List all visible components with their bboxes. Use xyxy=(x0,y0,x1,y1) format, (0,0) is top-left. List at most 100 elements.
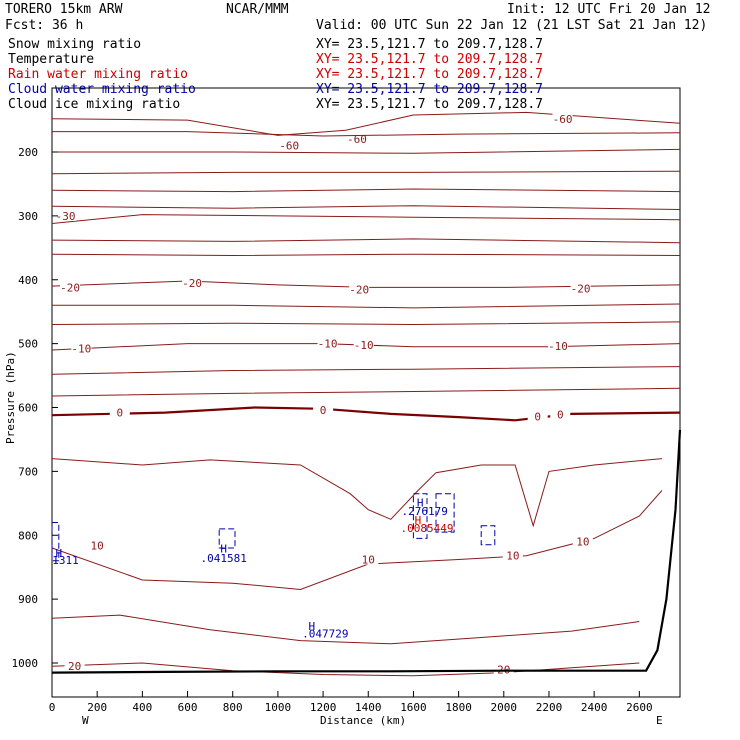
center-title: NCAR/MMM xyxy=(226,2,289,17)
isotherm-label-bg xyxy=(279,139,300,151)
isotherm-label: 10 xyxy=(91,539,104,552)
y-tick-label: 900 xyxy=(18,593,38,606)
isotherm-label-bg xyxy=(570,282,591,294)
isotherm-label: -60 xyxy=(347,133,367,146)
x-tick-label: 1600 xyxy=(400,701,427,714)
isotherm-line xyxy=(51,458,662,528)
legend-label: Cloud ice mixing ratio xyxy=(8,97,180,112)
isotherm-label: -60 xyxy=(279,140,299,153)
cloud-water-contour xyxy=(480,525,496,546)
isotherm-line xyxy=(52,303,681,309)
field-legend: Snow mixing ratio XY= 23.5,121.7 to 209.7… xyxy=(8,37,543,112)
y-axis-ticks: 200 300 400 500 600 700 800 900 1000 xyxy=(12,146,58,670)
y-tick-label: 700 xyxy=(18,465,38,478)
isotherm-label-bg xyxy=(353,338,374,350)
isotherm-label: -10 xyxy=(548,340,568,353)
isotherm-label: -20 xyxy=(349,283,369,296)
legend-xy: XY= 23.5,121.7 to 209.7,128.7 xyxy=(316,82,543,97)
x-tick-label: 800 xyxy=(223,701,243,714)
isotherm-line xyxy=(51,321,681,326)
cloud-water-contour xyxy=(218,528,236,549)
x-tick-label: 0 xyxy=(49,701,56,714)
plot-frame xyxy=(51,87,681,698)
annotation-text: H xyxy=(417,497,424,510)
terrain-profile xyxy=(51,429,682,674)
isotherm-label: 10 xyxy=(362,554,375,567)
west-label: W xyxy=(82,714,89,727)
x-tick-label: 1400 xyxy=(355,701,382,714)
isotherm-line xyxy=(51,662,640,677)
x-tick-label: 2400 xyxy=(581,701,608,714)
legend-xy: XY= 23.5,121.7 to 209.7,128.7 xyxy=(316,37,543,52)
x-tick-label: 600 xyxy=(178,701,198,714)
isotherm-label-bg xyxy=(548,340,569,352)
isotherm-label: -10 xyxy=(318,338,338,351)
x-tick-label: 1800 xyxy=(445,701,472,714)
isotherm-line xyxy=(51,614,640,645)
isotherm-label-bg xyxy=(317,337,338,349)
isotherm-label: -20 xyxy=(571,283,591,296)
isotherm-label: -30 xyxy=(56,210,76,223)
model-title: TORERO 15km ARW xyxy=(5,2,123,17)
isotherm-line xyxy=(51,490,663,591)
isotherm-line xyxy=(51,111,681,136)
isotherm-label-bg xyxy=(527,410,548,422)
y-tick-label: 500 xyxy=(18,338,38,351)
y-tick-label: 1000 xyxy=(12,657,39,670)
isotherm-label: -10 xyxy=(354,339,374,352)
legend-label: Temperature xyxy=(8,52,94,67)
y-axis-label: Pressure (hPa) xyxy=(4,351,17,444)
y-tick-label: 800 xyxy=(18,529,38,542)
isotherm-label-bg xyxy=(346,133,367,145)
terrain-line xyxy=(51,429,682,674)
annotation-text: .276179 xyxy=(402,505,448,518)
isotherm-label-bg xyxy=(493,663,514,675)
isotherm-label: 10 xyxy=(576,536,589,549)
annotation-text: 1311 xyxy=(52,554,79,567)
isotherm-line xyxy=(51,387,681,397)
annotation-text: H xyxy=(55,547,62,560)
isotherm-label: 0 xyxy=(116,407,123,420)
y-tick-label: 400 xyxy=(18,274,38,287)
isotherm-label: -60 xyxy=(553,113,573,126)
isotherm-line xyxy=(51,205,681,210)
isotherm-label-bg xyxy=(502,549,523,561)
isotherm-label-bg xyxy=(55,209,76,221)
isotherm-label-bg xyxy=(87,539,108,551)
isotherm-label-bg xyxy=(71,342,92,354)
isotherm-label-bg xyxy=(60,281,81,293)
isotherm-label-bg xyxy=(550,408,571,420)
isotherm-label-bg xyxy=(182,276,203,288)
isotherm-line xyxy=(51,406,681,422)
isotherm-line xyxy=(51,214,681,224)
annotation-text: H xyxy=(308,620,315,633)
forecast-hour: Fcst: 36 h xyxy=(5,18,83,33)
isotherm-label-bg xyxy=(572,535,593,547)
isotherm-label: -10 xyxy=(71,343,91,356)
isotherm-label: 0 xyxy=(534,410,541,423)
isotherm-label: 20 xyxy=(68,660,81,673)
x-tick-label: 1200 xyxy=(310,701,337,714)
legend-xy: XY= 23.5,121.7 to 209.7,128.7 xyxy=(316,97,543,112)
isotherm-label: 0 xyxy=(557,409,564,422)
y-tick-label: 300 xyxy=(18,210,38,223)
isotherm-label-bg xyxy=(109,406,130,418)
temperature-isotherms: -60 -60 -60 -30 -20 -20 -20 -20 -10 -10 -10 -10 0 0 0 0… xyxy=(51,111,681,677)
isotherm-line xyxy=(51,188,681,193)
legend-label: Snow mixing ratio xyxy=(8,37,141,52)
isotherm-label: -20 xyxy=(60,281,80,294)
isotherm-line xyxy=(51,170,681,175)
annotation-text: H xyxy=(415,514,422,527)
y-tick-label: 200 xyxy=(18,146,38,159)
annotation-text: .041581 xyxy=(201,552,247,565)
cloud-water-contours xyxy=(51,493,496,562)
isotherm-label-bg xyxy=(349,283,370,295)
cloud-water-contour xyxy=(412,493,428,539)
x-tick-label: 2000 xyxy=(491,701,518,714)
x-tick-label: 1000 xyxy=(265,701,292,714)
isotherm-label-bg xyxy=(358,553,379,565)
annotation-text: .047729 xyxy=(302,627,348,640)
isotherm-line xyxy=(51,253,681,257)
